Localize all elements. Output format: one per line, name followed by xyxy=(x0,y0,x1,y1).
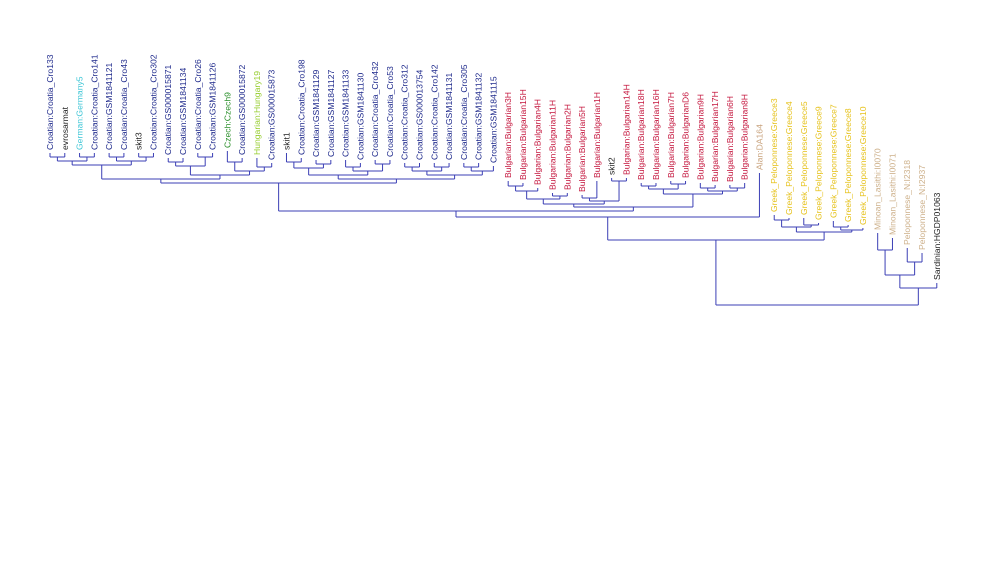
leaf-label: Croatian:GS000015871 xyxy=(163,64,173,155)
leaf-label: Greek_Peloponnese:Greece9 xyxy=(814,106,824,220)
leaf-label: Peloponnese_N:I2937 xyxy=(917,165,927,250)
leaf-label: Bulgarian:Bulgarian18H xyxy=(636,89,646,180)
leaf-label: Bulgarian:Bulgarian2H xyxy=(562,104,572,190)
leaf-label: Croatian:GSM1841115 xyxy=(488,76,498,163)
leaf-label: Bulgarian:Bulgarian14H xyxy=(621,84,631,175)
leaf-label: Croatian:GSM1841121 xyxy=(104,63,114,150)
leaf-label: Peloponnese_N:I2318 xyxy=(902,160,912,245)
leaf-label: Bulgarian:Bulgarian8H xyxy=(740,94,750,180)
leaf-label: Hungarian:Hungary19 xyxy=(252,71,262,155)
leaf-label: Bulgarian:Bulgarian9H xyxy=(695,94,705,180)
leaf-label: Czech:Czech9 xyxy=(222,92,232,148)
leaf-label: Croatian:GS000015872 xyxy=(237,64,247,155)
leaf-label: Croatian:Croatia_Cro302 xyxy=(148,54,158,150)
leaf-label: Bulgarian:Bulgarian4H xyxy=(533,99,543,185)
leaf-label: Greek_Peloponnese:Greece4 xyxy=(784,101,794,215)
leaf-label: Bulgarian:Bulgarian7H xyxy=(666,92,676,178)
leaf-label: German:Germany5 xyxy=(75,76,85,150)
leaf-label: Croatian:Croatia_Cro198 xyxy=(296,59,306,155)
leaf-label: Croatian:GSM1841132 xyxy=(474,73,484,160)
leaf-label: Bulgarian:Bulgarian15H xyxy=(518,89,528,180)
leaf-label: Croatian:Croatia_Cro305 xyxy=(459,64,469,160)
leaf-label: Croatian:GSM1841131 xyxy=(444,73,454,160)
leaf-label: evrosarmat xyxy=(60,106,70,150)
leaf-label: Bulgarian:Bulgarian11H xyxy=(548,100,558,190)
leaf-label: Croatian:GSM1841130 xyxy=(355,73,365,160)
leaf-label: Croatian:Croatia_Cro432 xyxy=(370,61,380,157)
leaf-label: Bulgarian:BulgarianD6 xyxy=(681,92,691,178)
leaf-label: Greek_Peloponnese:Greece7 xyxy=(828,104,838,218)
leaf-label: Greek_Peloponnese:Greece3 xyxy=(769,98,779,212)
leaf-label: Sardinian:HGDP01063 xyxy=(932,192,942,280)
leaf-label: Bulgarian:Bulgarian17H xyxy=(710,91,720,182)
leaf-label: Bulgarian:Bulgarian5H xyxy=(577,106,587,192)
leaf-label: Croatian:Croatia_Cro312 xyxy=(400,64,410,160)
leaf-label: Croatian:GS000013754 xyxy=(415,69,425,160)
leaf-label: Croatian:GSM1841129 xyxy=(311,70,321,157)
leaf-label: Croatian:GS000015873 xyxy=(267,69,277,160)
leaf-label: Bulgarian:Bulgarian6H xyxy=(725,96,735,182)
leaf-label: Croatian:Croatia_Cro141 xyxy=(89,54,99,150)
leaf-label: Croatian:GSM1841127 xyxy=(326,70,336,157)
leaf-label: Minoan_Lasithi:I0070 xyxy=(873,148,883,230)
leaf-label: Greek_Peloponnese:Greece8 xyxy=(843,108,853,222)
leaf-label: Bulgarian:Bulgarian1H xyxy=(592,92,602,178)
leaf-label: skit2 xyxy=(607,157,617,175)
leaf-label: skit1 xyxy=(281,132,291,150)
leaf-label: Croatian:Croatia_Cro26 xyxy=(193,59,203,150)
leaf-label: Croatian:GSM1841126 xyxy=(208,63,218,150)
leaf-label: Croatian:Croatia_Cro142 xyxy=(429,64,439,160)
leaf-label: skit3 xyxy=(134,132,144,150)
leaf-label: Greek_Peloponnese:Greece5 xyxy=(799,101,809,215)
leaf-label: Croatian:Croatia_Cro53 xyxy=(385,66,395,157)
leaf-label: Croatian:Croatia_Cro133 xyxy=(45,54,55,150)
leaf-label: Alan:DA164 xyxy=(754,124,764,170)
leaf-label: Croatian:GSM1841133 xyxy=(341,70,351,157)
leaf-label: Croatian:Croatia_Cro43 xyxy=(119,59,129,150)
leaf-label: Bulgarian:Bulgarian3H xyxy=(503,92,513,178)
leaf-label: Croatian:GSM1841134 xyxy=(178,68,188,155)
leaf-label: Minoan_Lasithi:I0071 xyxy=(887,153,897,235)
leaf-label: Bulgarian:Bulgarian16H xyxy=(651,89,661,180)
leaf-label: Greek_Peloponnese:Greece10 xyxy=(858,106,868,225)
